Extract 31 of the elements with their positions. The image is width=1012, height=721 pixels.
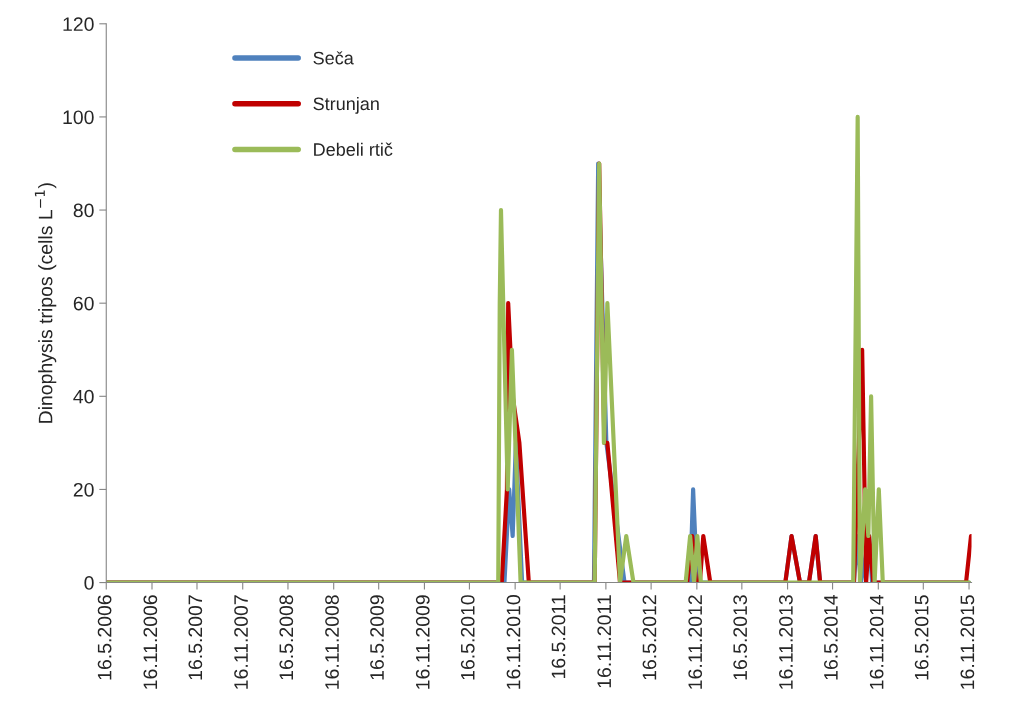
- x-tick-label: 16.5.2010: [460, 595, 475, 680]
- legend-label: Debeli rtič: [314, 142, 393, 156]
- x-tick-label: 16.11.2008: [325, 595, 339, 689]
- y-tick-label: 120: [63, 17, 94, 32]
- y-tick-label: 80: [73, 203, 94, 218]
- y-tick-label: 0: [84, 576, 94, 590]
- x-tick-label: 16.11.2006: [143, 595, 158, 689]
- x-tick-label: 16.5.2014: [824, 594, 838, 680]
- x-tick-label: 16.11.2010: [506, 595, 521, 689]
- x-tick-label: 16.5.2008: [279, 595, 294, 680]
- legend-label: Strunjan: [313, 96, 379, 114]
- x-tick-label: 16.5.2011: [551, 595, 566, 678]
- x-tick-label: 16.11.2007: [234, 595, 248, 689]
- x-tick-label: 16.11.2011: [597, 595, 612, 688]
- y-tick-label: 100: [63, 110, 94, 125]
- y-axis-title: Dinophysis tripos (cells L$^{−1}$): [34, 183, 57, 423]
- x-tick-label: 16.11.2014: [869, 594, 884, 689]
- x-tick-label: 16.5.2015: [914, 595, 929, 680]
- x-tick-label: 16.11.2015: [960, 595, 975, 689]
- y-tick-label: 60: [73, 296, 94, 311]
- x-tick-label: 16.5.2009: [370, 595, 384, 680]
- y-tick-label: 40: [73, 389, 94, 404]
- x-tick-label: 16.5.2006: [97, 595, 112, 680]
- x-tick-label: 16.5.2012: [642, 595, 657, 680]
- legend-label: Seča: [313, 51, 354, 65]
- x-tick-label: 16.5.2007: [188, 595, 203, 680]
- x-tick-label: 16.11.2012: [688, 595, 703, 689]
- x-tick-label: 16.11.2009: [415, 595, 430, 689]
- y-tick-label: 20: [73, 482, 94, 497]
- x-tick-label: 16.11.2013: [779, 595, 793, 689]
- x-tick-label: 16.5.2013: [733, 595, 748, 680]
